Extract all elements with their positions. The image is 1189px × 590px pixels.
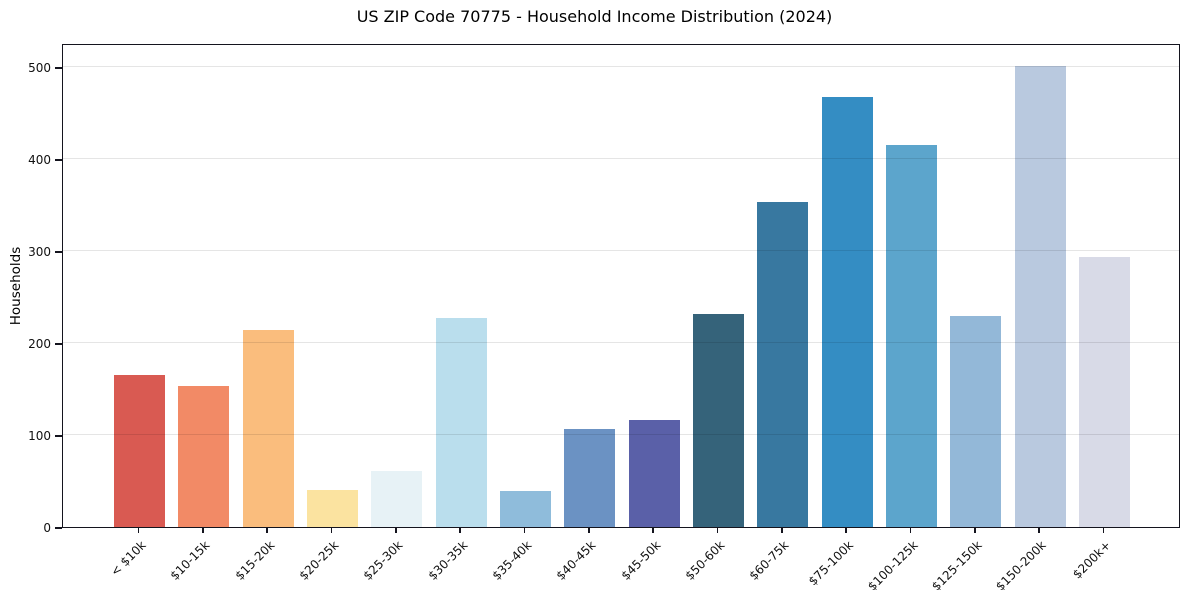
x-tick-label-$125-150k: $125-150k [929, 538, 985, 590]
chart-title: US ZIP Code 70775 - Household Income Dis… [356, 7, 833, 26]
bar-$25-30k [371, 470, 423, 527]
x-tick-< $10k [137, 528, 140, 533]
gridline-500 [63, 65, 1179, 67]
bar-$30-35k [435, 318, 487, 527]
x-tick-$50-60k [716, 528, 719, 533]
x-tick-label-$100-125k: $100-125k [864, 538, 921, 590]
y-tick-label-0: 0 [43, 521, 51, 535]
x-tick-label-$30-35k: $30-35k [425, 538, 471, 583]
x-tick-label-$25-30k: $25-30k [360, 538, 406, 583]
x-tick-$75-100k [845, 528, 847, 533]
y-tick-label-200: 200 [28, 336, 51, 351]
x-tick-label-$20-25k: $20-25k [296, 538, 342, 583]
x-tick-label-$45-50k: $45-50k [618, 538, 664, 583]
x-tick-$60-75k [781, 528, 783, 533]
y-tick-0 [55, 527, 62, 529]
bar-$100-125k [886, 145, 937, 527]
x-tick-label-$150-200k: $150-200k [993, 538, 1050, 590]
y-tick-200 [55, 343, 62, 345]
y-tick-label-300: 300 [28, 244, 51, 259]
y-tick-500 [55, 67, 62, 69]
x-tick-$30-35k [459, 528, 461, 533]
y-tick-label-500: 500 [28, 60, 51, 75]
x-tick-$20-25k [330, 528, 333, 533]
bar-$75-100k [821, 97, 873, 527]
gridline-400 [63, 157, 1179, 159]
x-tick-$100-125k [909, 528, 912, 533]
bar-$50-60k [693, 313, 744, 527]
y-tick-label-400: 400 [28, 152, 51, 167]
x-tick-$125-150k [974, 528, 976, 533]
bar-$15-20k [242, 330, 294, 527]
bar-$35-40k [500, 491, 551, 527]
bar-$125-150k [950, 316, 1002, 527]
x-tick-$35-40k [523, 528, 526, 533]
x-tick-label-< $10k: < $10k [107, 538, 149, 579]
gridline-100 [63, 434, 1179, 435]
y-tick-400 [55, 159, 62, 161]
x-tick-label-$200k+: $200k+ [1069, 538, 1114, 582]
x-tick-$40-45k [588, 528, 590, 533]
bar-< $10k [114, 375, 165, 527]
gridline-200 [63, 341, 1179, 343]
bar-$20-25k [307, 490, 358, 527]
x-tick-$25-30k [395, 528, 397, 533]
bar-$150-200k [1014, 66, 1066, 527]
y-tick-300 [55, 251, 62, 253]
x-tick-$15-20k [266, 528, 268, 533]
bar-$10-15k [178, 386, 230, 527]
x-tick-label-$50-60k: $50-60k [682, 538, 728, 583]
x-tick-label-$40-45k: $40-45k [553, 538, 599, 583]
x-tick-label-$60-75k: $60-75k [746, 538, 792, 583]
x-tick-label-$75-100k: $75-100k [805, 538, 857, 589]
gridline-300 [63, 249, 1179, 251]
bar-$40-45k [564, 429, 616, 527]
y-tick-100 [55, 435, 62, 437]
x-tick-$45-50k [652, 528, 654, 533]
x-tick-$150-200k [1038, 528, 1040, 533]
bar-$200k+ [1079, 257, 1130, 527]
bar-$45-50k [628, 420, 680, 527]
x-tick-label-$10-15k: $10-15k [167, 538, 213, 583]
x-tick-label-$15-20k: $15-20k [232, 538, 278, 583]
x-tick-$10-15k [202, 528, 204, 533]
bar-$60-75k [757, 202, 809, 527]
y-tick-label-100: 100 [28, 428, 51, 443]
x-tick-label-$35-40k: $35-40k [489, 538, 535, 583]
plot-area [62, 44, 1180, 528]
x-tick-$200k+ [1102, 528, 1105, 533]
